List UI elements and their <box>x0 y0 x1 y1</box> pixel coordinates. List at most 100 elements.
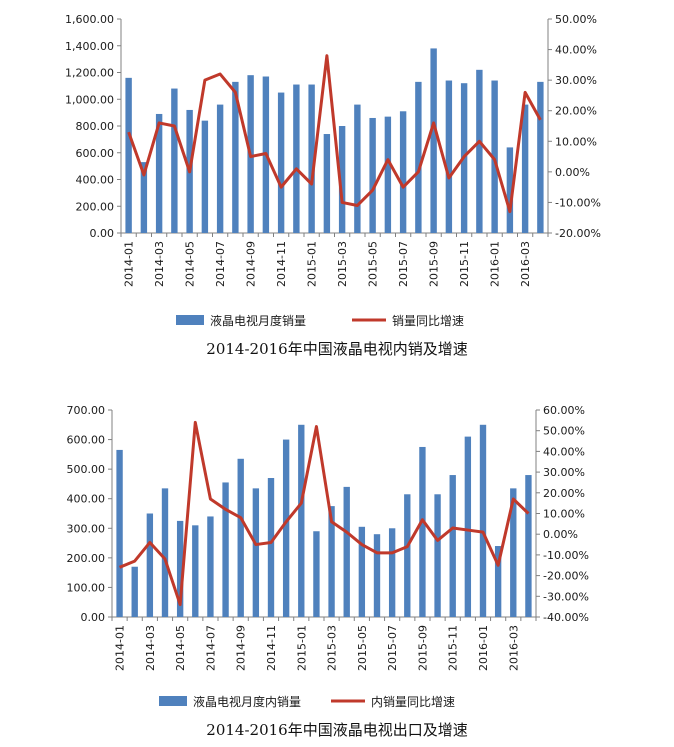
bar <box>232 81 239 233</box>
chart-block-domestic: 0.00 200.00 400.00 600.00 800.00 1,000.00 1,20… <box>0 0 674 372</box>
right-axis-tick-label: 0.00% <box>543 528 578 541</box>
bar <box>388 528 396 617</box>
bar <box>171 88 178 233</box>
bar <box>308 84 315 233</box>
chart-domestic-sales: 0.00 200.00 400.00 600.00 800.00 1,000.00 1,20… <box>65 13 601 328</box>
bar <box>449 475 456 617</box>
x-axis-tick-label: 2014-05 <box>184 241 197 287</box>
bar <box>313 531 320 617</box>
bar <box>176 520 184 617</box>
left-axis-tick-label: 100.00 <box>67 581 106 594</box>
right-axis-tick-label: -10.00% <box>543 549 589 562</box>
bar <box>282 439 290 617</box>
left-axis-tick-label: 600.00 <box>67 434 106 447</box>
x-axis-tick-label: 2014-03 <box>144 625 157 671</box>
left-axis-tick-label: 200.00 <box>76 200 115 213</box>
bar <box>222 482 229 617</box>
bar <box>323 134 331 233</box>
x-axis-tick-label: 2014-05 <box>174 625 187 671</box>
x-axis-tick-label: 2015-07 <box>386 625 399 671</box>
x-axis-tick-label: 2015-03 <box>326 625 339 671</box>
left-axis-tick-label: 1,400.00 <box>65 40 114 53</box>
bar <box>354 104 361 233</box>
bar <box>476 69 483 233</box>
chart-export-sales: 0.00 100.00 200.00 300.00 400.00 500.00 600.00… <box>67 404 589 709</box>
right-axis-tick-label: 0.00% <box>555 166 590 179</box>
left-axis-tick-label: 0.00 <box>81 611 106 624</box>
bar <box>116 449 123 617</box>
x-axis-tick-label: 2014-07 <box>204 625 217 671</box>
x-axis-tick-label: 2015-11 <box>458 241 471 287</box>
bar <box>201 120 209 233</box>
left-axis-tick-label: 1,600.00 <box>65 13 114 26</box>
bar <box>415 81 422 233</box>
x-axis-tick-label: 2015-01 <box>295 625 308 671</box>
x-axis-tick-label: 2014-11 <box>265 625 278 671</box>
bar <box>328 506 335 617</box>
right-axis-tick-label: 40.00% <box>543 445 585 458</box>
x-axis-tick-label: 2016-03 <box>507 625 520 671</box>
x-axis-tick-label: 2016-01 <box>477 625 490 671</box>
legend-line-label: 内销量同比增速 <box>371 695 455 709</box>
legend-line-label: 销量同比增速 <box>392 314 464 328</box>
bar <box>216 104 224 233</box>
left-axis-tick-label: 300.00 <box>67 522 106 535</box>
x-axis-tick-label: 2014-01 <box>114 625 127 671</box>
bar <box>537 81 544 233</box>
x-axis-tick-label: 2015-09 <box>428 241 441 287</box>
left-axis-tick-label: 400.00 <box>67 493 106 506</box>
legend-bar-swatch <box>176 315 204 325</box>
left-axis-tick-label: 800.00 <box>76 120 115 133</box>
bar <box>267 478 275 617</box>
bar <box>419 446 426 617</box>
growth-line <box>119 420 530 607</box>
right-axis-tick-label: 20.00% <box>555 105 597 118</box>
legend-bar-label: 液晶电视月度内销量 <box>193 694 301 709</box>
right-axis-tick-label: 10.00% <box>555 135 597 148</box>
right-axis-tick-label: 60.00% <box>543 404 585 417</box>
bar <box>445 80 453 234</box>
right-axis-tick-label: -40.00% <box>543 611 589 624</box>
bar <box>293 84 300 233</box>
bar <box>343 486 350 617</box>
left-axis-tick-label: 200.00 <box>67 552 106 565</box>
right-axis-tick-label: -20.00% <box>543 570 589 583</box>
bar <box>125 77 132 233</box>
right-axis-tick-label: 40.00% <box>555 44 597 57</box>
right-axis-tick-label: 20.00% <box>543 487 585 500</box>
x-axis-tick-label: 2014-11 <box>275 241 288 287</box>
x-axis-tick-label: 2015-07 <box>397 241 410 287</box>
x-axis-tick-label: 2015-01 <box>306 241 319 287</box>
left-axis-tick-label: 0.00 <box>90 227 115 240</box>
x-axis-tick-label: 2014-09 <box>245 241 258 287</box>
right-axis-tick-label: -10.00% <box>555 196 601 209</box>
left-axis-tick-label: 1,200.00 <box>65 67 114 80</box>
bar <box>521 104 529 233</box>
x-axis-tick-label: 2015-11 <box>447 625 460 671</box>
x-axis-tick-label: 2014-01 <box>123 241 136 287</box>
right-axis-tick-label: 30.00% <box>555 74 597 87</box>
right-axis-tick-label: 50.00% <box>543 425 585 438</box>
x-axis-tick-label: 2015-05 <box>367 241 380 287</box>
legend-bar-swatch <box>159 696 187 706</box>
chart-block-export: 0.00 100.00 200.00 300.00 400.00 500.00 600.00… <box>0 374 674 747</box>
bar <box>464 436 472 617</box>
x-axis-tick-label: 2014-07 <box>214 241 227 287</box>
bar <box>131 566 138 617</box>
x-axis-tick-label: 2016-01 <box>489 241 502 287</box>
bar <box>384 116 392 233</box>
bar <box>298 424 305 617</box>
chart-caption: 2014-2016年中国液晶电视内销及增速 <box>206 340 468 358</box>
bar <box>155 113 163 233</box>
bar <box>358 526 366 617</box>
bar <box>207 516 214 617</box>
x-axis-tick-label: 2016-03 <box>519 241 532 287</box>
bar <box>434 494 441 617</box>
right-axis-tick-label: -20.00% <box>555 227 601 240</box>
bar <box>369 117 376 233</box>
bar <box>146 513 154 617</box>
bar <box>252 488 260 617</box>
x-axis-tick-label: 2015-09 <box>416 625 429 671</box>
bar <box>525 475 532 617</box>
x-axis-tick-label: 2015-03 <box>336 241 349 287</box>
